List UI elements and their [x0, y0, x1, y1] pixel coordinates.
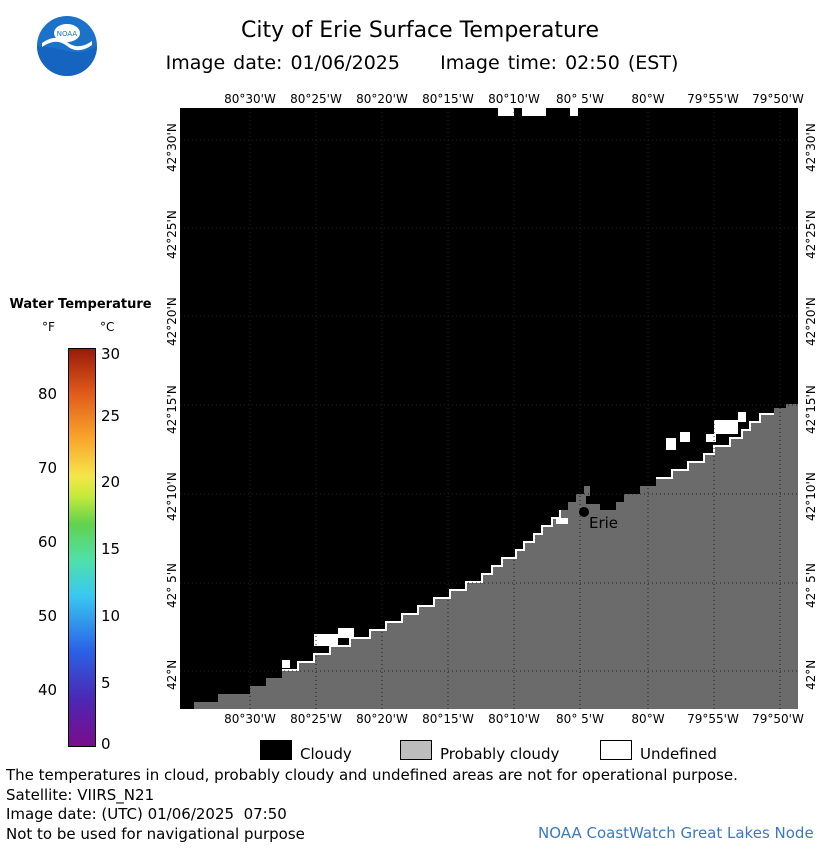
- lat-tick-right: 42°10'N: [804, 472, 818, 521]
- lon-tick-top: 80°10'W: [488, 92, 540, 106]
- land-area: [194, 404, 798, 709]
- colorbar-f-tick: 50: [38, 607, 58, 625]
- lon-tick-bottom: 80°30'W: [224, 712, 276, 726]
- credit-line: NOAA CoastWatch Great Lakes Node: [538, 824, 814, 842]
- lat-tick-left: 42° 5'N: [165, 563, 179, 608]
- legend-title: Water Temperature: [9, 297, 152, 312]
- lat-tick-right: 42° 5'N: [804, 563, 818, 608]
- colorbar-c-tick: 15: [101, 540, 121, 558]
- undefined-coast-edge: [282, 510, 561, 671]
- lon-tick-top: 79°55'W: [687, 92, 739, 106]
- utc-image-date: Image date: (UTC) 01/06/2025 07:50: [6, 805, 287, 823]
- cloudy-swatch: [260, 740, 292, 760]
- logo-text: NOAA: [57, 30, 78, 38]
- undefined-patches: [282, 108, 746, 668]
- lon-tick-top: 80°W: [631, 92, 665, 106]
- graticule: [180, 108, 798, 709]
- operational-note: The temperatures in cloud, probably clou…: [6, 766, 738, 784]
- colorbar-f-tick: 70: [38, 459, 58, 477]
- colorbar-c-tick: 30: [101, 345, 121, 363]
- lat-tick-left: 42°20'N: [165, 297, 179, 346]
- lat-tick-left: 42°15'N: [165, 385, 179, 434]
- lon-tick-top: 80°20'W: [356, 92, 408, 106]
- probably-cloudy-label: Probably cloudy: [440, 745, 560, 763]
- colorbar-f-tick: 40: [38, 681, 58, 699]
- colorbar-c-tick: 0: [101, 735, 111, 753]
- lon-tick-top: 79°50'W: [752, 92, 804, 106]
- colorbar-c-tick: 5: [101, 674, 111, 692]
- page-title: City of Erie Surface Temperature: [240, 18, 600, 43]
- image-datetime: Image date: 01/06/2025 Image time: 02:50…: [165, 52, 679, 74]
- lon-tick-bottom: 80°W: [631, 712, 665, 726]
- lon-tick-bottom: 80°20'W: [356, 712, 408, 726]
- colorbar-c-tick: 25: [101, 407, 121, 425]
- lon-tick-top: 80°30'W: [224, 92, 276, 106]
- lat-tick-left: 42°N: [165, 659, 179, 690]
- lon-tick-bottom: 80°15'W: [422, 712, 474, 726]
- lat-tick-right: 42°15'N: [804, 385, 818, 434]
- noaa-logo: NOAA: [37, 16, 97, 76]
- colorbar-f-tick: 80: [38, 385, 58, 403]
- lat-tick-right: 42°20'N: [804, 297, 818, 346]
- erie-city-marker: [579, 507, 589, 517]
- lon-tick-top: 80° 5'W: [556, 92, 604, 106]
- colorbar-f-tick: 60: [38, 533, 58, 551]
- legend-unit-celsius: °C: [100, 320, 115, 334]
- lon-tick-top: 80°15'W: [422, 92, 474, 106]
- lon-tick-bottom: 79°50'W: [752, 712, 804, 726]
- colorbar-c-tick: 10: [101, 607, 121, 625]
- lat-tick-left: 42°10'N: [165, 472, 179, 521]
- erie-city-label: Erie: [589, 514, 618, 532]
- lat-tick-right: 42°N: [804, 659, 818, 690]
- lon-tick-bottom: 80° 5'W: [556, 712, 604, 726]
- colorbar-c-tick: 20: [101, 473, 121, 491]
- probably-cloudy-swatch: [400, 740, 432, 760]
- lat-tick-left: 42°30'N: [165, 123, 179, 172]
- lon-tick-bottom: 80°25'W: [290, 712, 342, 726]
- temperature-colorbar: [68, 348, 96, 747]
- legend-unit-fahrenheit: °F: [42, 320, 55, 334]
- lon-tick-bottom: 79°55'W: [687, 712, 739, 726]
- lon-tick-bottom: 80°10'W: [488, 712, 540, 726]
- satellite-info: Satellite: VIIRS_N21: [6, 786, 155, 804]
- cloudy-label: Cloudy: [300, 745, 352, 763]
- navigation-warning: Not to be used for navigational purpose: [6, 825, 305, 843]
- undefined-label: Undefined: [640, 745, 717, 763]
- lon-tick-top: 80°25'W: [290, 92, 342, 106]
- undefined-coast-edge-east: [656, 413, 774, 479]
- undefined-swatch: [600, 740, 632, 760]
- temperature-map: Erie: [180, 108, 798, 709]
- lat-tick-right: 42°25'N: [804, 210, 818, 259]
- lat-tick-left: 42°25'N: [165, 210, 179, 259]
- lat-tick-right: 42°30'N: [804, 123, 818, 172]
